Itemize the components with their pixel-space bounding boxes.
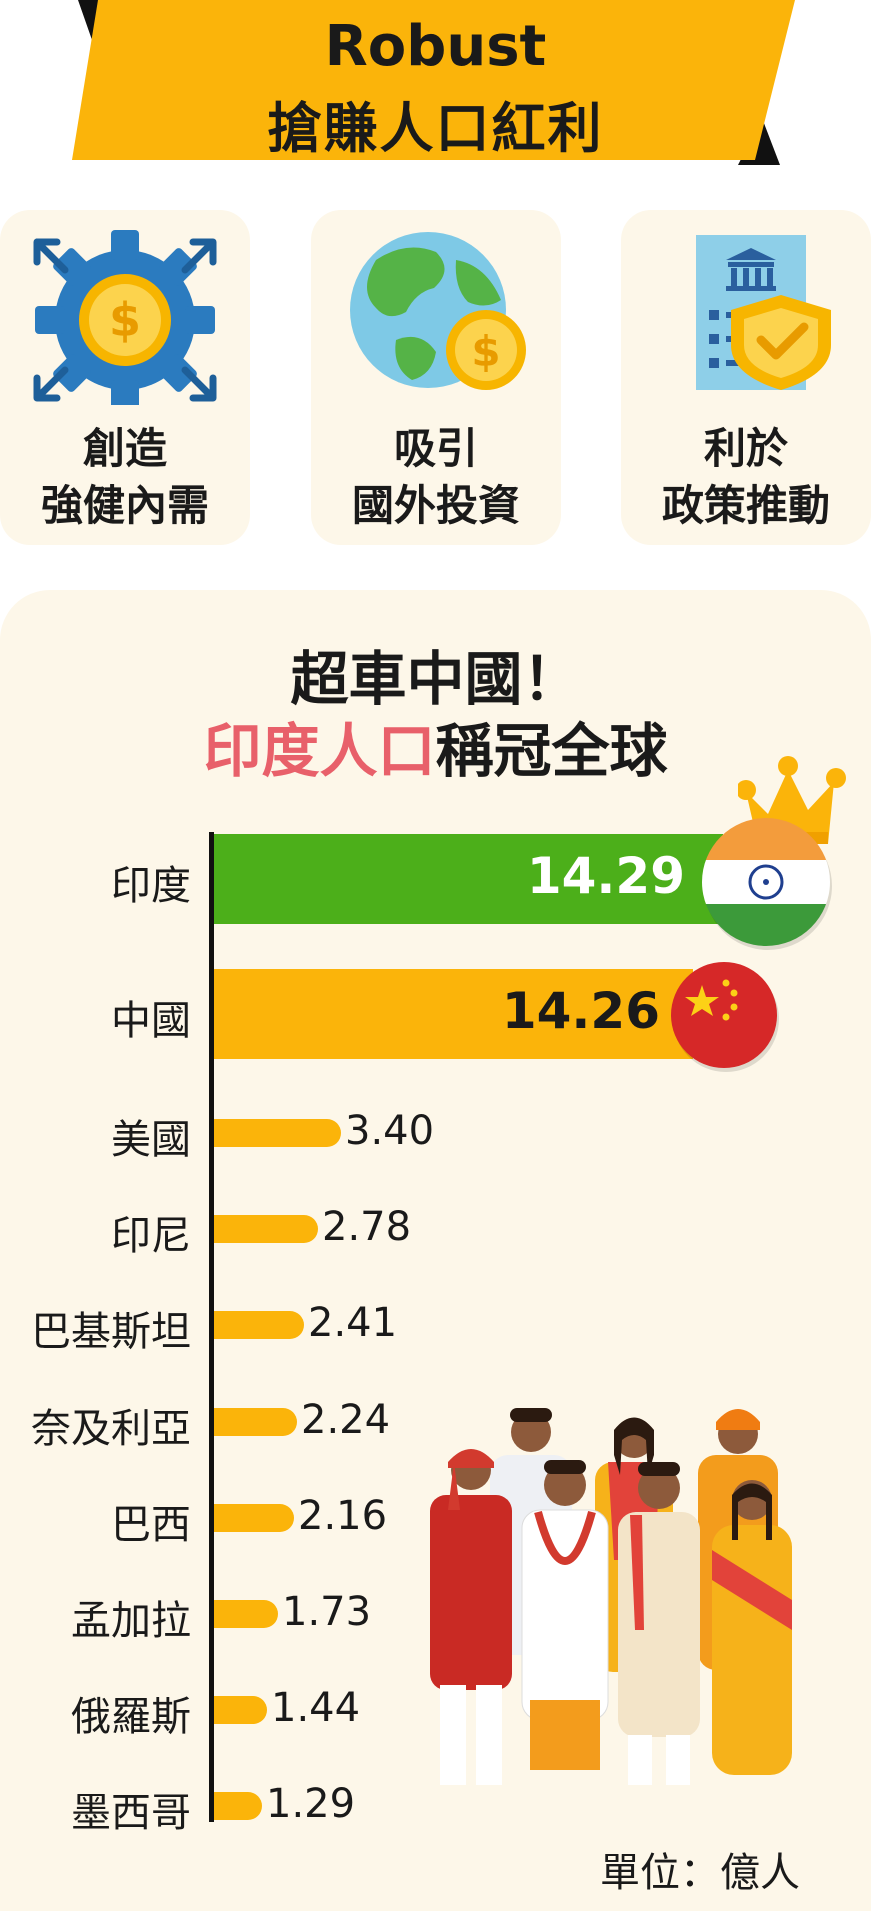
card-line1: 利於 xyxy=(703,424,788,473)
category-label: 印度 xyxy=(111,863,191,909)
bar xyxy=(213,1215,318,1243)
bar xyxy=(213,1600,278,1628)
people-illustration-icon xyxy=(430,1408,792,1785)
value-label: 1.44 xyxy=(271,1685,361,1731)
category-label: 奈及利亞 xyxy=(31,1406,191,1452)
chart-title-line1: 超車中國！ xyxy=(290,645,581,713)
value-label: 2.78 xyxy=(322,1204,412,1250)
value-label: 3.40 xyxy=(345,1108,435,1154)
feature-card-foreign-investment: $ 吸引 國外投資 xyxy=(311,210,561,545)
category-label: 巴西 xyxy=(111,1502,191,1548)
svg-text:$: $ xyxy=(109,293,141,347)
category-label: 孟加拉 xyxy=(71,1598,191,1644)
value-label: 1.29 xyxy=(266,1781,356,1827)
card-line1: 吸引 xyxy=(393,424,478,473)
bar xyxy=(213,1119,341,1147)
banner-background xyxy=(72,0,795,160)
chart-title-rest: 稱冠全球 xyxy=(435,717,668,785)
bar xyxy=(213,1408,297,1436)
banner-title-line1: Robust xyxy=(324,14,547,79)
gear-coin-icon: $ xyxy=(33,230,217,405)
category-label: 巴基斯坦 xyxy=(31,1309,191,1355)
category-label: 中國 xyxy=(111,998,191,1044)
bar xyxy=(213,1504,294,1532)
bar xyxy=(213,1696,267,1724)
value-label: 2.16 xyxy=(298,1493,388,1539)
china-flag-icon xyxy=(671,962,779,1072)
card-line2: 國外投資 xyxy=(351,481,520,530)
card-line2: 政策推動 xyxy=(661,481,830,530)
globe-coin-icon: $ xyxy=(350,232,526,390)
banner-shape xyxy=(72,0,795,165)
value-label: 1.73 xyxy=(282,1589,372,1635)
value-label: 2.41 xyxy=(308,1300,398,1346)
value-label: 14.26 xyxy=(501,982,660,1040)
government-shield-icon xyxy=(696,235,831,390)
banner-title-line2: 搶賺人口紅利 xyxy=(267,97,604,160)
category-label: 美國 xyxy=(111,1117,191,1163)
feature-card-policy: 利於 政策推動 xyxy=(621,210,871,545)
chart-title-highlight: 印度人口 xyxy=(203,717,436,785)
feature-card-domestic-demand: $ 創造 強健內需 xyxy=(0,210,250,545)
bar xyxy=(213,1792,262,1820)
value-label: 2.24 xyxy=(301,1397,391,1443)
header-banner: Robust 搶賺人口紅利 xyxy=(0,0,871,165)
bar xyxy=(213,1311,304,1339)
svg-text:$: $ xyxy=(471,327,500,376)
bar xyxy=(213,969,693,1059)
category-label: 印尼 xyxy=(111,1213,191,1259)
unit-label: 單位：億人 xyxy=(600,1850,800,1896)
value-label: 14.29 xyxy=(526,847,685,905)
bar xyxy=(213,834,723,924)
card-line2: 強健內需 xyxy=(40,481,209,530)
india-flag-icon xyxy=(702,818,832,950)
category-label: 俄羅斯 xyxy=(71,1694,191,1740)
chart-title-line2: 印度人口稱冠全球 xyxy=(0,704,871,788)
category-label: 墨西哥 xyxy=(71,1790,191,1836)
card-line1: 創造 xyxy=(82,424,167,473)
chart-axis-line xyxy=(209,832,214,1822)
